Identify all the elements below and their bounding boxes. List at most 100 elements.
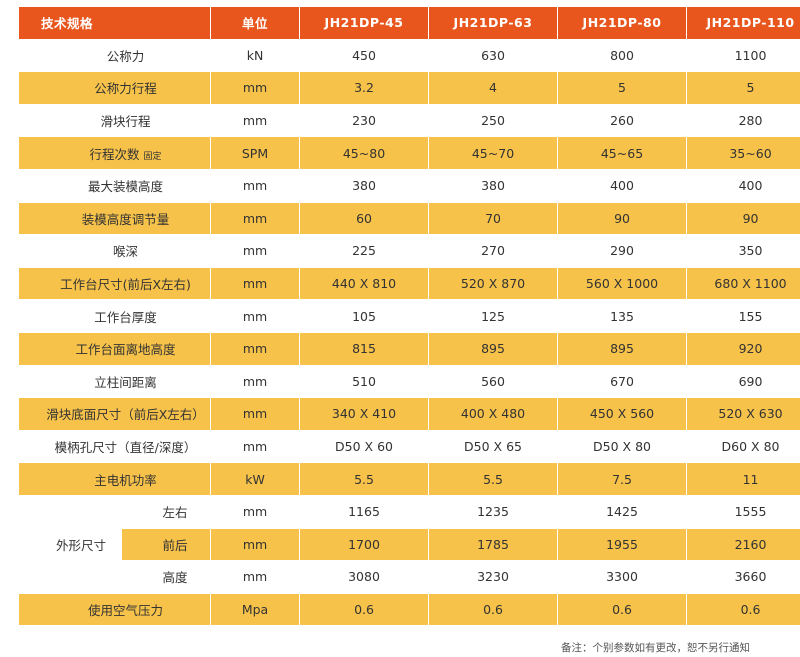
header-model-63: JH21DP-63	[428, 6, 559, 40]
spec-value: 400	[557, 168, 688, 203]
spec-unit: mm	[210, 168, 301, 203]
spec-value: 560	[428, 364, 559, 399]
spec-value: 670	[557, 364, 688, 399]
spec-value: 5.5	[299, 462, 430, 496]
spec-value: 560 X 1000	[557, 266, 688, 301]
spec-unit: mm	[210, 331, 301, 366]
spec-value: 3.2	[299, 71, 430, 105]
table-body: 公称力 kN 450 630 800 1100 公称力行程 mm 3.2 4 5 5 滑块行程 mm 230…	[17, 38, 800, 627]
spec-unit: kN	[210, 38, 301, 73]
spec-value: 520 X 870	[428, 266, 559, 301]
spec-name: 工作台厚度	[17, 299, 212, 333]
group-sub-name: 前后	[120, 527, 212, 562]
spec-unit: mm	[210, 494, 301, 529]
spec-value: 90	[686, 201, 800, 236]
spec-value: 35~60	[686, 136, 800, 170]
spec-unit: mm	[210, 364, 301, 399]
spec-name-label: 主电机功率	[94, 472, 157, 488]
spec-value: 1785	[428, 527, 559, 562]
spec-value: 230	[299, 103, 430, 138]
spec-value: 4	[428, 71, 559, 105]
spec-value: D50 X 65	[428, 429, 559, 464]
spec-value: 680 X 1100	[686, 266, 800, 301]
spec-value: 260	[557, 103, 688, 138]
table-row: 模柄孔尺寸（直径/深度） mm D50 X 60 D50 X 65 D50 X 80 D6…	[17, 429, 800, 464]
spec-name-label: 最大装模高度	[88, 179, 164, 195]
spec-value: 380	[428, 168, 559, 203]
spec-name: 行程次数 固定	[17, 136, 212, 170]
spec-value: 45~80	[299, 136, 430, 170]
spec-value: 45~70	[428, 136, 559, 170]
group-name: 外形尺寸	[18, 494, 122, 594]
spec-value: 800	[557, 38, 688, 73]
spec-value: 5.5	[428, 462, 559, 496]
table-row: 滑块底面尺寸（前后X左右） mm 340 X 410 400 X 480 450 X 5…	[17, 397, 800, 431]
spec-value: 400	[686, 168, 800, 203]
spec-value: 60	[299, 201, 430, 236]
spec-unit: SPM	[210, 136, 301, 170]
spec-name-label: 立柱间距离	[94, 374, 157, 390]
spec-unit: mm	[210, 103, 301, 138]
spec-value: 11	[686, 462, 800, 496]
table-header-row: 技术规格 单位 JH21DP-45 JH21DP-63 JH21DP-80 JH…	[17, 6, 800, 40]
spec-name-label: 公称力行程	[94, 81, 157, 97]
spec-value: 7.5	[557, 462, 688, 496]
spec-value: 250	[428, 103, 559, 138]
spec-name: 工作台面离地高度	[17, 331, 212, 366]
spec-value: 630	[428, 38, 559, 73]
spec-unit: mm	[210, 397, 301, 431]
spec-value: 0.6	[557, 592, 688, 627]
header-model-80: JH21DP-80	[557, 6, 688, 40]
spec-value: 5	[686, 71, 800, 105]
spec-name: 滑块行程	[17, 103, 212, 138]
spec-value: 290	[557, 234, 688, 268]
spec-value: 520 X 630	[686, 397, 800, 431]
spec-value: 45~65	[557, 136, 688, 170]
spec-value: 1955	[557, 527, 688, 562]
spec-name-label: 工作台面离地高度	[75, 342, 176, 358]
table-row: 装模高度调节量 mm 60 70 90 90	[17, 201, 800, 236]
spec-name-label: 工作台厚度	[94, 309, 157, 325]
spec-unit: mm	[210, 266, 301, 301]
table-row: 立柱间距离 mm 510 560 670 690	[17, 364, 800, 399]
spec-value: 3660	[686, 560, 800, 594]
spec-name: 公称力行程	[17, 71, 212, 105]
spec-value: 125	[428, 299, 559, 333]
spec-name: 工作台尺寸(前后X左右)	[17, 266, 212, 301]
spec-value: 270	[428, 234, 559, 268]
spec-value: 1100	[686, 38, 800, 73]
spec-value: 3300	[557, 560, 688, 594]
spec-value: 895	[557, 331, 688, 366]
spec-value: 450	[299, 38, 430, 73]
header-model-110: JH21DP-110	[686, 6, 800, 40]
spec-unit: mm	[210, 527, 301, 562]
table-row: 前后 mm 1700 1785 1955 2160	[19, 527, 800, 562]
spec-unit: Mpa	[210, 592, 301, 627]
spec-value: 380	[299, 168, 430, 203]
spec-name: 最大装模高度	[17, 168, 212, 203]
spec-value: D60 X 80	[686, 429, 800, 464]
header-spec: 技术规格	[17, 6, 212, 40]
table-row: 行程次数 固定 SPM 45~80 45~70 45~65 35~60	[17, 136, 800, 170]
spec-name-label: 滑块行程	[100, 114, 151, 130]
table-row: 工作台尺寸(前后X左右) mm 440 X 810 520 X 870 560 X 10…	[17, 266, 800, 301]
spec-name-label: 装模高度调节量	[81, 211, 170, 227]
spec-value: 1425	[557, 494, 688, 529]
spec-value: 920	[686, 331, 800, 366]
table-row: 喉深 mm 225 270 290 350	[17, 234, 800, 268]
spec-value: D50 X 60	[299, 429, 430, 464]
table-row: 工作台面离地高度 mm 815 895 895 920	[17, 331, 800, 366]
spec-unit: mm	[210, 429, 301, 464]
spec-name-label: 模柄孔尺寸（直径/深度）	[54, 440, 197, 456]
spec-value: 0.6	[299, 592, 430, 627]
spec-unit: mm	[210, 299, 301, 333]
spec-value: 3080	[299, 560, 430, 594]
spec-unit: mm	[210, 560, 301, 594]
table-row: 外形尺寸 左右 mm 1165 1235 1425 1555	[18, 494, 800, 594]
table-row: 公称力行程 mm 3.2 4 5 5	[17, 71, 800, 105]
spec-value: 1165	[299, 494, 430, 529]
spec-value: 225	[299, 234, 430, 268]
spec-name: 主电机功率	[17, 462, 212, 496]
spec-value: 0.6	[428, 592, 559, 627]
